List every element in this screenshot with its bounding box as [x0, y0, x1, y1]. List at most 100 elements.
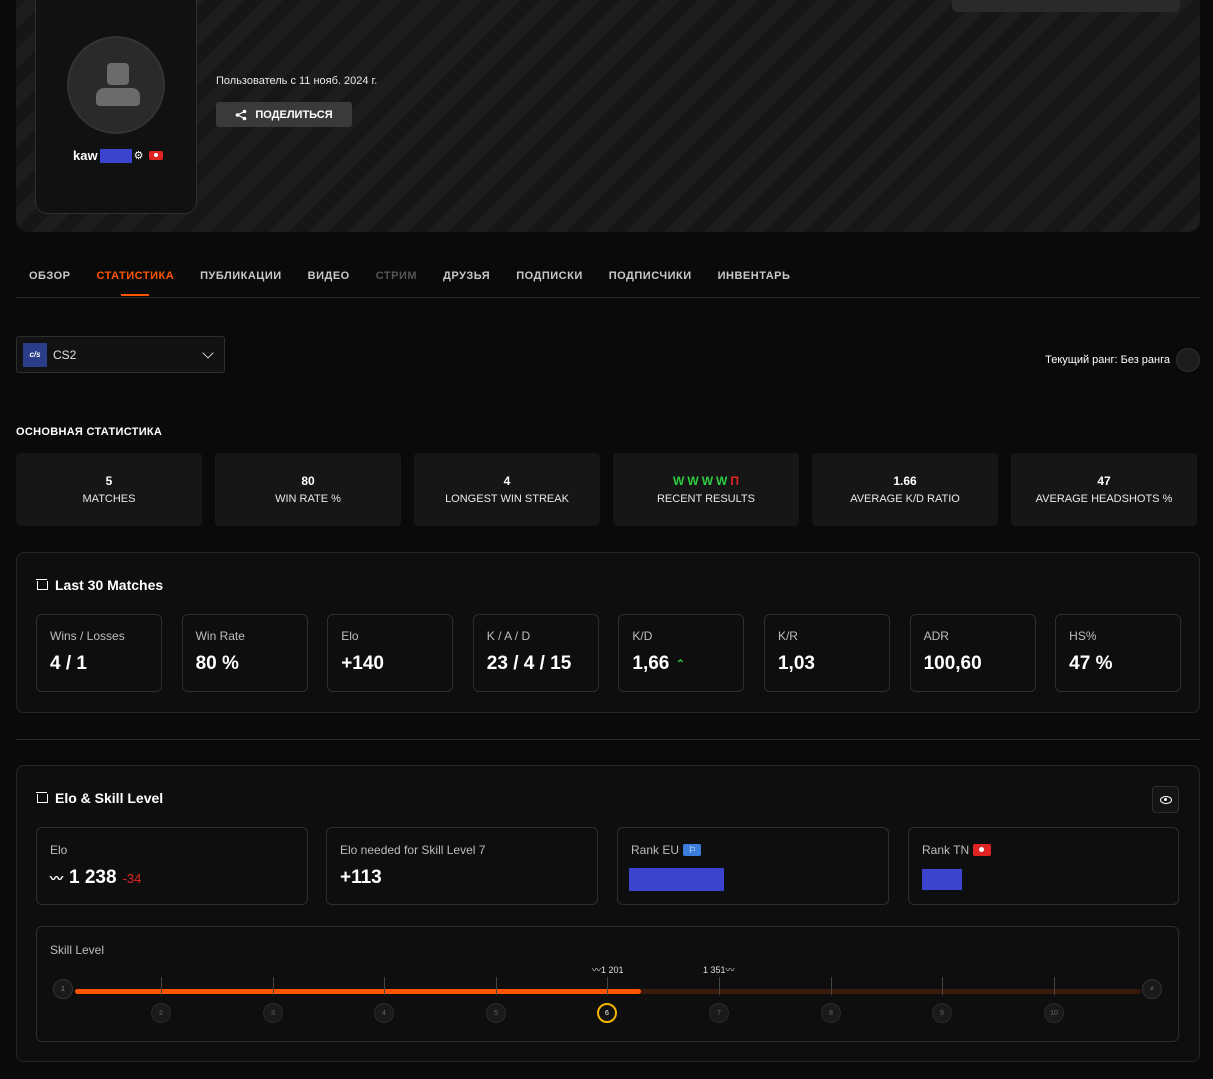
avatar-card: kaw ⚙ — [35, 0, 197, 214]
card-wins-losses: Wins / Losses 4 / 1 — [36, 614, 162, 692]
skill-label: Skill Level — [50, 943, 105, 957]
threshold-high-value: 1 351 — [703, 965, 726, 975]
card-label: Win Rate — [195, 629, 245, 643]
member-since: Пользователь с 11 нояб. 2024 г. — [216, 75, 378, 87]
stat-label: AVERAGE HEADSHOTS % — [1035, 493, 1173, 505]
card-label: Wins / Losses — [50, 629, 125, 643]
recent-results: W W W W П — [673, 474, 739, 488]
threshold-high: 1 351〰 — [703, 963, 735, 976]
stat-label: LONGEST WIN STREAK — [445, 493, 569, 505]
level-tick — [607, 977, 608, 995]
tab-subscribers[interactable]: ПОДПИСЧИКИ — [608, 270, 692, 282]
user-icon — [107, 63, 129, 85]
elo-delta: -34 — [122, 871, 142, 886]
tab-statistics[interactable]: СТАТИСТИКА — [96, 262, 174, 297]
card-label: Rank TN — [922, 843, 1178, 857]
chevron-down-icon — [202, 347, 214, 359]
tab-subscriptions[interactable]: ПОДПИСКИ — [516, 270, 583, 282]
level-badge: 4 — [374, 1003, 394, 1023]
threshold-low: 〰1 201 — [592, 963, 624, 976]
tab-publications[interactable]: ПУБЛИКАЦИИ — [200, 270, 282, 282]
rank-tn-label: Rank TN — [922, 843, 970, 857]
stat-label: WIN RATE % — [275, 493, 341, 505]
elo-title-text: Elo & Skill Level — [55, 790, 164, 806]
card-value: +140 — [341, 653, 384, 674]
skill-progress-track — [75, 989, 1141, 994]
card-value: 100,60 — [923, 653, 982, 674]
card-rank-tn: Rank TN — [908, 827, 1179, 905]
card-label: HS% — [1069, 629, 1097, 643]
result-win: W — [673, 474, 685, 488]
nickname-text: kaw — [73, 148, 98, 163]
card-kad: K / A / D 23 / 4 / 15 — [472, 614, 599, 692]
level-tick — [831, 977, 832, 995]
faceit-icon — [36, 791, 49, 805]
user-icon-body — [96, 88, 140, 106]
level-tick — [942, 977, 943, 995]
card-label: K/D — [632, 629, 653, 643]
card-value: 47 % — [1069, 653, 1113, 674]
stat-label: RECENT RESULTS — [656, 493, 755, 505]
banner-tab — [952, 0, 1180, 12]
card-elo: Elo +140 — [327, 614, 454, 692]
elo-icon: 〰 — [725, 965, 735, 975]
stat-value: 80 — [301, 474, 315, 488]
visibility-toggle[interactable] — [1152, 786, 1179, 813]
stat-label: MATCHES — [82, 493, 136, 505]
card-value: 1,03 — [777, 653, 815, 674]
profile-banner — [16, 0, 1200, 232]
eye-icon — [1159, 795, 1172, 804]
game-selector[interactable]: c/s CS2 — [16, 336, 225, 373]
threshold-low-value: 1 201 — [601, 965, 624, 975]
current-rank-text: Текущий ранг: Без ранга — [1045, 354, 1170, 366]
nickname: kaw ⚙ — [73, 148, 164, 163]
result-loss: П — [730, 474, 739, 488]
card-label: ADR — [923, 629, 949, 643]
card-value-text: 1,66 — [632, 653, 670, 674]
card-label: K / A / D — [486, 629, 531, 643]
skill-progress-fill — [75, 989, 642, 994]
stat-value: 5 — [105, 474, 113, 488]
rank-icon — [1176, 348, 1200, 372]
card-label: Rank EU ⚐ — [629, 843, 888, 857]
card-value: +113 — [340, 867, 382, 888]
card-current-elo: Elo 〰 1 238 -34 — [36, 827, 308, 905]
card-label: Elo — [50, 843, 68, 857]
share-label: ПОДЕЛИТЬСЯ — [255, 108, 333, 121]
result-win: W — [701, 474, 714, 488]
stat-value: 47 — [1097, 474, 1111, 488]
stat-win-rate: 80 WIN RATE % — [215, 453, 401, 526]
level-tick — [273, 977, 274, 995]
redacted-block — [629, 868, 724, 891]
stat-kd: 1.66 AVERAGE K/D RATIO — [812, 453, 998, 526]
card-label: K/R — [777, 629, 798, 643]
level-badge: 10 — [1044, 1003, 1064, 1023]
faceit-icon — [36, 578, 49, 592]
tab-stream: СТРИМ — [375, 270, 418, 282]
flag-eu-icon: ⚐ — [683, 844, 702, 856]
tab-overview[interactable]: ОБЗОР — [29, 270, 71, 282]
profile-tabs: ОБЗОР СТАТИСТИКА ПУБЛИКАЦИИ ВИДЕО СТРИМ … — [16, 262, 1200, 298]
stat-value: 4 — [503, 474, 511, 488]
game-selector-value: CS2 — [53, 347, 77, 362]
gear-icon: ⚙ — [133, 150, 144, 162]
tab-inventory[interactable]: ИНВЕНТАРЬ — [717, 270, 791, 282]
share-icon — [236, 109, 247, 120]
main-stats-row: 5 MATCHES 80 WIN RATE % 4 LONGEST WIN ST… — [16, 453, 1197, 526]
level-badge: 2 — [151, 1003, 171, 1023]
level-tick — [719, 977, 720, 995]
level-badge: 3 — [263, 1003, 283, 1023]
trend-up-icon: ⌃ — [675, 657, 686, 671]
elo-panel: Elo & Skill Level Elo 〰 1 238 -34 Elo ne… — [16, 765, 1200, 1062]
share-button[interactable]: ПОДЕЛИТЬСЯ — [216, 102, 352, 127]
tab-video[interactable]: ВИДЕО — [307, 270, 350, 282]
result-win: W — [716, 474, 728, 488]
avatar — [67, 36, 165, 134]
level-tick — [496, 977, 497, 995]
level-badge: 8 — [821, 1003, 841, 1023]
tab-friends[interactable]: ДРУЗЬЯ — [443, 270, 491, 282]
card-value: 1,66 ⌃ — [632, 653, 743, 675]
card-label: Elo — [341, 629, 359, 643]
cs2-logo-icon: c/s — [23, 342, 47, 367]
card-win-rate: Win Rate 80 % — [181, 614, 308, 692]
